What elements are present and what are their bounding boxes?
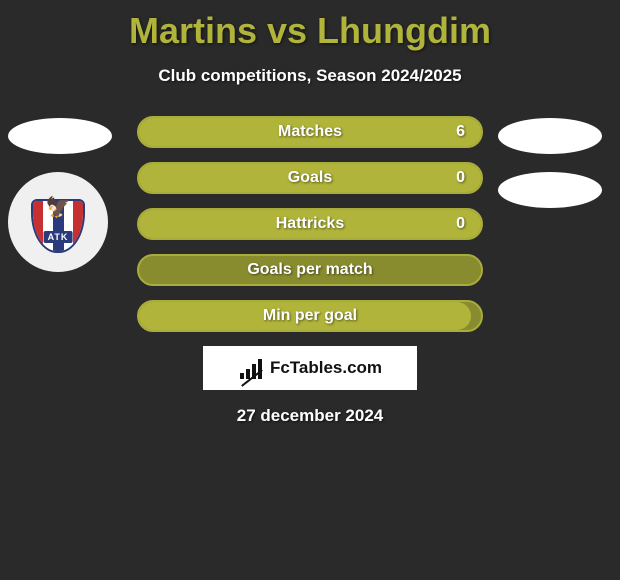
logo-label: ATK [44,231,73,243]
stat-label: Goals [288,169,332,187]
left-player-shapes: 🦅 ATK [8,118,112,272]
stat-value: 0 [456,169,465,187]
stat-label: Hattricks [276,215,344,233]
brand-text: FcTables.com [270,358,382,378]
stat-row-hattricks: Hattricks 0 [137,208,483,240]
stat-label: Goals per match [247,261,372,279]
placeholder-ellipse [498,118,602,154]
stats-container: Matches 6 Goals 0 Hattricks 0 Goals per … [137,116,483,332]
stat-row-min-per-goal: Min per goal [137,300,483,332]
date-text: 27 december 2024 [0,406,620,426]
stat-row-matches: Matches 6 [137,116,483,148]
right-player-shapes [498,118,602,226]
stat-label: Min per goal [263,307,357,325]
placeholder-ellipse [498,172,602,208]
placeholder-ellipse [8,118,112,154]
brand-attribution[interactable]: FcTables.com [203,346,417,390]
eagle-icon: 🦅 [46,195,71,220]
stat-value: 0 [456,215,465,233]
page-title: Martins vs Lhungdim [0,0,620,52]
subtitle: Club competitions, Season 2024/2025 [0,66,620,86]
bar-chart-icon [238,357,266,379]
stat-row-goals: Goals 0 [137,162,483,194]
stat-label: Matches [278,123,342,141]
stat-row-goals-per-match: Goals per match [137,254,483,286]
stat-value: 6 [456,123,465,141]
atk-team-logo: 🦅 ATK [8,172,108,272]
